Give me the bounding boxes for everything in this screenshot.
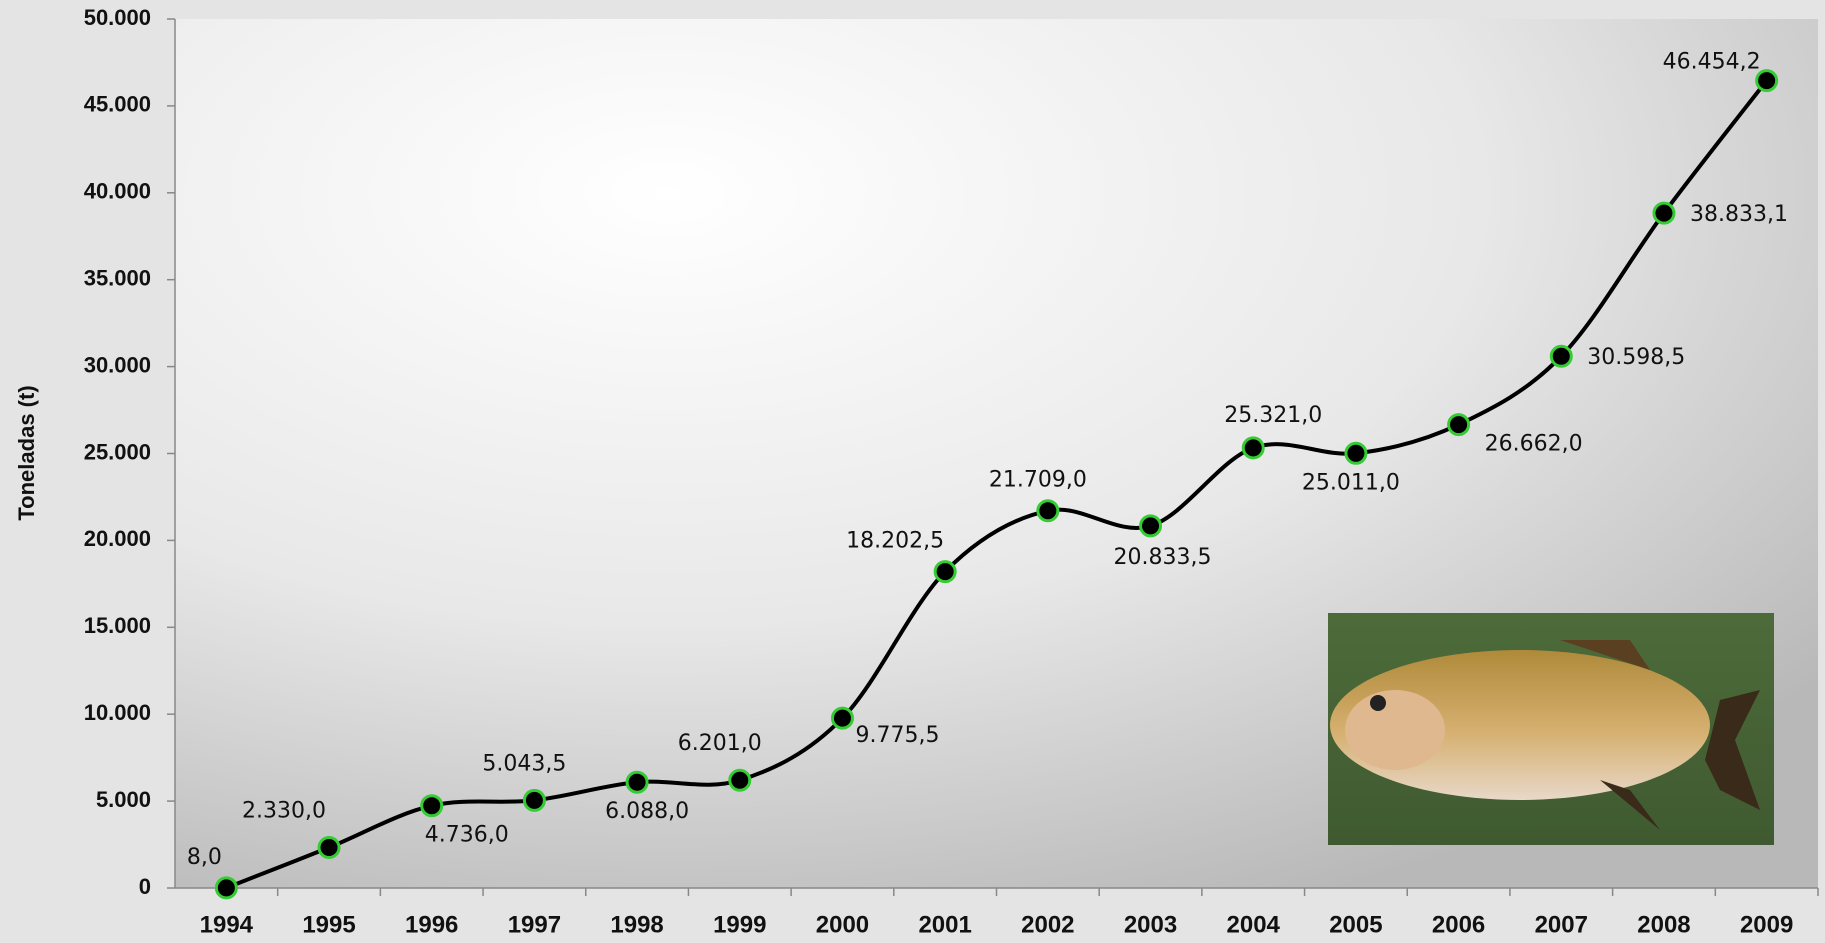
fish-fin [1600,780,1660,830]
y-tick-label: 35.000 [84,266,151,291]
x-tick-label: 2000 [816,911,869,938]
y-tick-label: 10.000 [84,700,151,725]
x-tick-label: 1999 [713,911,766,938]
data-label: 18.202,5 [846,529,944,554]
data-label: 30.598,5 [1587,345,1685,370]
y-tick-label: 5.000 [96,787,151,812]
y-tick-label: 25.000 [84,439,151,464]
x-tick-label: 2001 [918,911,971,938]
x-tick-label: 2005 [1329,911,1382,938]
data-label: 38.833,1 [1690,202,1788,227]
data-point [1447,413,1471,437]
x-tick-label: 1996 [405,911,458,938]
data-point [1652,201,1676,225]
data-point [1344,441,1368,465]
data-point [1241,436,1265,460]
data-point [1139,514,1163,538]
data-label: 20.833,5 [1114,545,1212,570]
x-tick-label: 1994 [200,911,254,938]
y-tick-label: 45.000 [84,92,151,117]
x-tick-label: 2008 [1637,911,1690,938]
x-tick-label: 1995 [302,911,355,938]
x-tick-label: 2007 [1535,911,1588,938]
fish-head [1345,690,1445,770]
data-point [1755,69,1779,93]
x-tick-label: 2002 [1021,911,1074,938]
y-tick-label: 50.000 [84,5,151,30]
x-tick-label: 2004 [1227,911,1281,938]
fish-body [1330,650,1710,800]
x-tick-label: 2009 [1740,911,1793,938]
y-tick-label: 0 [139,874,151,899]
data-label: 25.321,0 [1224,403,1322,428]
data-label: 8,0 [187,845,222,870]
data-point [728,768,752,792]
data-label: 2.330,0 [242,799,326,824]
data-label: 9.775,5 [855,723,939,748]
data-point [933,560,957,584]
y-axis-label: Toneladas (t) [14,385,39,520]
y-tick-label: 20.000 [84,526,151,551]
data-label: 6.201,0 [678,731,762,756]
y-tick-label: 15.000 [84,613,151,638]
data-point [1549,344,1573,368]
x-tick-label: 2003 [1124,911,1177,938]
x-tick-label: 1997 [508,911,561,938]
data-label: 21.709,0 [989,468,1087,493]
fish-photo [1328,613,1774,845]
fish-tail [1705,690,1760,810]
x-tick-label: 1998 [610,911,663,938]
data-label: 6.088,0 [605,799,689,824]
data-point [522,788,546,812]
data-label: 25.011,0 [1302,470,1400,495]
x-tick-label: 2006 [1432,911,1485,938]
series-line [225,79,1769,890]
data-point [214,876,238,900]
y-tick-label: 30.000 [84,352,151,377]
data-label: 26.662,0 [1485,432,1583,457]
data-label: 4.736,0 [425,823,509,848]
data-point [1036,499,1060,523]
data-point [317,836,341,860]
data-point [420,794,444,818]
data-label: 46.454,2 [1663,50,1761,75]
data-point [830,706,854,730]
fish-fin [1560,640,1650,670]
data-label: 5.043,5 [482,751,566,776]
y-tick-label: 40.000 [84,179,151,204]
fish-eye [1370,695,1386,711]
data-point [625,770,649,794]
